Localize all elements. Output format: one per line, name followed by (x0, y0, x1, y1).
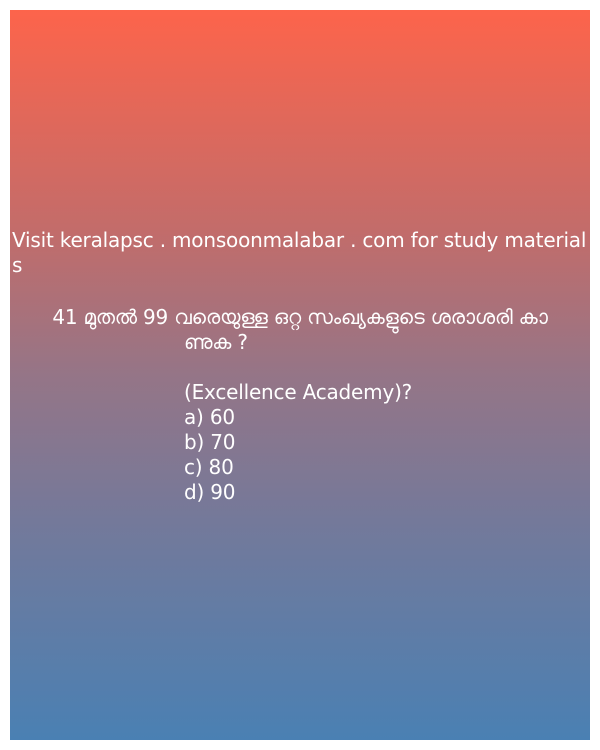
option-c: c) 80 (184, 455, 234, 479)
question-source: (Excellence Academy)? (184, 380, 413, 404)
blank-line (184, 355, 584, 380)
promo-text: Visit keralapsc . monsoonmalabar . com f… (12, 228, 587, 277)
option-a: a) 60 (184, 405, 235, 429)
option-d: d) 90 (184, 480, 236, 504)
option-b: b) 70 (184, 430, 236, 454)
question-line-2: ണുക ? (184, 330, 248, 354)
question-line-1: 41 മുതൽ 99 വരെയുള്ള ഒറ്റ സംഖ്യകളുടെ ശരാശ… (52, 305, 548, 329)
question-card: Visit keralapsc . monsoonmalabar . com f… (10, 10, 590, 740)
question-body: ണുക ? (Excellence Academy)? a) 60 b) 70 … (184, 330, 584, 505)
